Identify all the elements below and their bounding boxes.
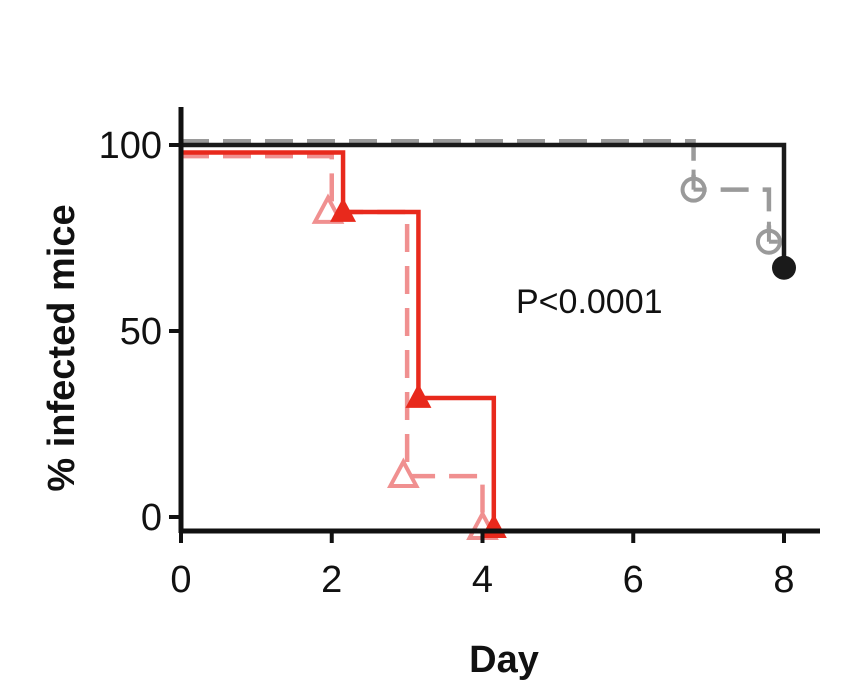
ticks-layer: 0 2 4 6 8 0 50 100 [99, 125, 795, 601]
x-tick-label: 0 [170, 559, 191, 601]
x-tick-label: 2 [321, 559, 342, 601]
data-point-triangle [405, 383, 432, 408]
y-tick-label: 100 [99, 125, 162, 167]
x-axis-title: Day [469, 639, 539, 681]
data-point-circle [772, 255, 796, 280]
black-solid-series [181, 142, 796, 280]
x-tick-label: 8 [773, 559, 794, 601]
series-line [181, 142, 787, 268]
x-tick-label: 6 [623, 559, 644, 601]
red-solid-series [181, 150, 507, 539]
y-axis-title: % infected mice [41, 204, 83, 491]
y-tick-label: 0 [141, 497, 162, 539]
gray-dashed-series [181, 139, 782, 255]
data-point-triangle [330, 197, 357, 222]
x-tick-label: 4 [472, 559, 493, 601]
series-layer [181, 139, 796, 541]
series-line [181, 150, 497, 529]
y-tick-label: 50 [120, 311, 162, 353]
axes-layer [178, 107, 820, 534]
series-line [181, 153, 485, 529]
data-point-triangle-open [387, 457, 420, 488]
p-value-annotation: P<0.0001 [516, 283, 663, 321]
